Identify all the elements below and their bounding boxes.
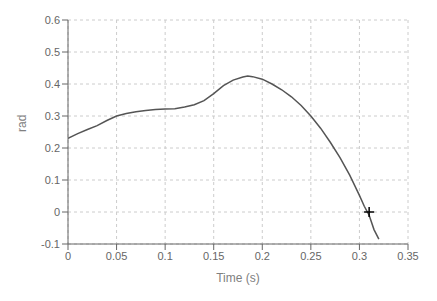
svg-text:0: 0 <box>54 206 60 218</box>
svg-text:0.1: 0.1 <box>45 174 60 186</box>
svg-text:0.4: 0.4 <box>45 78 60 90</box>
svg-text:0.3: 0.3 <box>352 250 367 262</box>
svg-text:0.25: 0.25 <box>300 250 321 262</box>
svg-text:-0.1: -0.1 <box>41 238 60 250</box>
svg-text:0: 0 <box>65 250 71 262</box>
svg-text:0.1: 0.1 <box>157 250 172 262</box>
svg-text:0.3: 0.3 <box>45 110 60 122</box>
svg-text:0.05: 0.05 <box>106 250 127 262</box>
svg-text:0.6: 0.6 <box>45 14 60 26</box>
svg-text:0.15: 0.15 <box>203 250 224 262</box>
svg-text:0.2: 0.2 <box>255 250 270 262</box>
svg-text:Time (s): Time (s) <box>216 271 260 285</box>
svg-text:0.35: 0.35 <box>397 250 418 262</box>
svg-text:rad: rad <box>15 115 29 132</box>
svg-text:0.2: 0.2 <box>45 142 60 154</box>
svg-text:0.5: 0.5 <box>45 46 60 58</box>
